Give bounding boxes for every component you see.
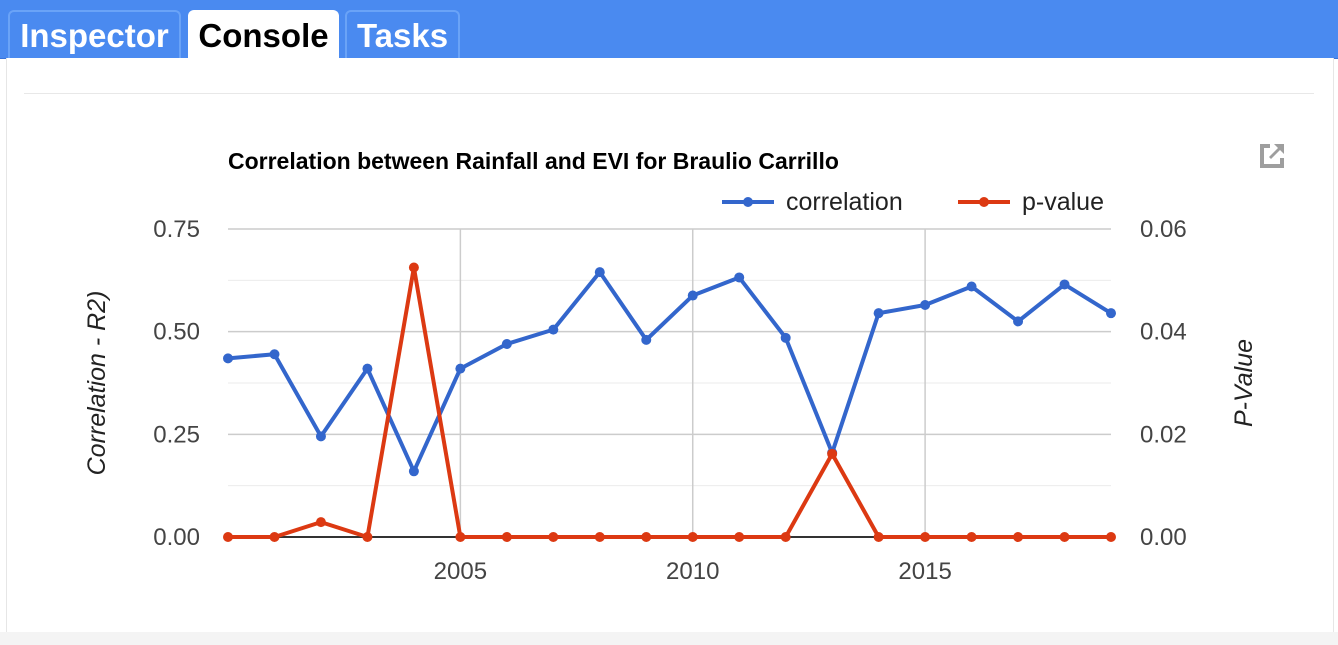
data-point-p-value [362,532,373,542]
data-point-p-value [1013,532,1024,542]
data-point-p-value [594,532,605,542]
data-point-correlation [362,363,373,374]
data-point-correlation [269,349,280,360]
data-point-correlation [548,324,559,335]
data-point-p-value [1059,532,1070,542]
tab-tasks[interactable]: Tasks [345,10,460,58]
data-point-p-value [873,532,884,542]
data-point-correlation [780,332,791,343]
data-point-correlation [594,267,605,278]
data-point-p-value [641,532,652,542]
tab-console[interactable]: Console [188,10,339,58]
data-point-p-value [920,532,931,542]
open-in-new-icon[interactable] [1254,138,1290,174]
y-left-axis-title: Correlation - R2) [83,291,111,476]
data-point-p-value [315,517,326,528]
data-point-correlation [734,272,745,283]
y-left-tick-label: 0.25 [153,421,200,448]
y-right-tick-label: 0.02 [1140,421,1187,448]
data-point-p-value [1106,532,1116,542]
data-point-p-value [966,532,977,542]
y-right-tick-label: 0.06 [1140,216,1187,243]
data-point-correlation [455,363,466,374]
console-panel [6,58,1334,645]
data-point-correlation [315,431,326,442]
data-point-correlation [641,334,652,345]
x-tick-label: 2005 [434,558,487,585]
data-point-p-value [269,532,280,542]
legend-marker [979,197,989,207]
data-point-p-value [223,532,233,542]
data-point-correlation [1013,316,1024,327]
legend-marker [743,197,753,207]
y-left-tick-label: 0.75 [153,216,200,243]
y-left-tick-label: 0.50 [153,319,200,346]
series-line-correlation [227,270,1113,474]
data-point-correlation [687,290,698,301]
data-point-correlation [408,466,419,477]
legend-label: correlation [786,188,903,216]
data-point-p-value [687,532,698,542]
data-point-correlation [223,353,233,364]
y-right-tick-label: 0.04 [1140,319,1187,346]
tab-bar: Inspector Console Tasks [0,0,1338,59]
y-left-tick-label: 0.00 [153,524,200,551]
data-point-p-value [455,532,466,542]
data-point-correlation [966,281,977,292]
x-tick-label: 2015 [898,558,951,585]
data-point-p-value [780,532,791,542]
y-right-tick-label: 0.00 [1140,524,1187,551]
data-point-correlation [501,338,512,349]
data-point-p-value [827,448,838,459]
data-point-p-value [408,262,419,273]
x-tick-label: 2010 [666,558,719,585]
console-separator [24,93,1314,94]
data-point-p-value [734,532,745,542]
data-point-correlation [873,308,884,319]
tab-inspector[interactable]: Inspector [8,10,181,58]
data-point-p-value [548,532,559,542]
data-point-correlation [1059,279,1070,290]
data-point-correlation [920,299,931,310]
chart-title: Correlation between Rainfall and EVI for… [228,148,839,174]
data-point-correlation [1106,308,1116,319]
series-line-p-value [228,265,1111,539]
data-point-p-value [501,532,512,542]
panel-footer [0,632,1338,645]
legend-label: p-value [1022,188,1104,216]
y-right-axis-title: P-Value [1230,339,1258,427]
